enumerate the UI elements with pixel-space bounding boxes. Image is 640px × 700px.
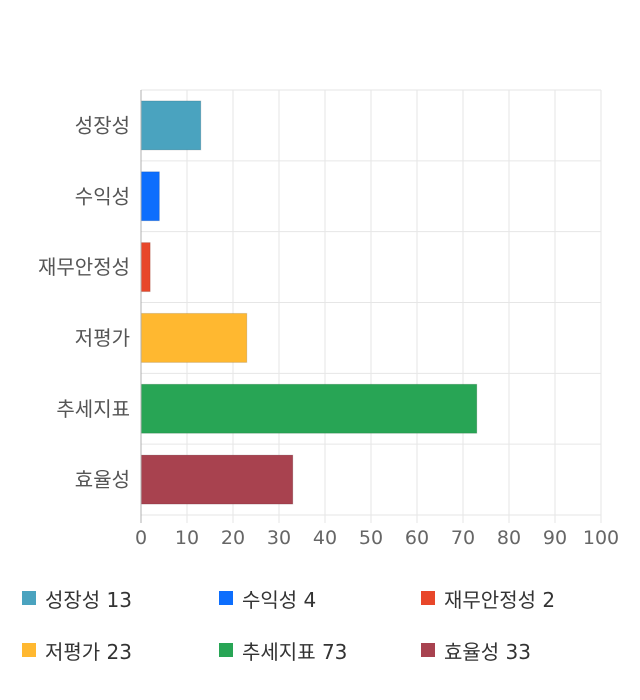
- x-tick-label: 80: [497, 527, 521, 549]
- x-tick-label: 0: [135, 527, 147, 549]
- legend-label: 재무안정성 2: [444, 587, 556, 612]
- legend-swatch: [219, 643, 233, 657]
- x-tick-label: 100: [583, 527, 619, 549]
- category-label: 수익성: [75, 184, 130, 208]
- bar: [140, 383, 478, 434]
- bar: [140, 454, 294, 505]
- legend-swatch: [219, 591, 233, 605]
- x-tick-label: 60: [405, 527, 429, 549]
- bar: [140, 312, 248, 363]
- legend-item: 추세지표 73: [219, 634, 347, 666]
- legend-swatch: [421, 591, 435, 605]
- x-tick-label: 40: [313, 527, 337, 549]
- x-tick-label: 10: [175, 527, 199, 549]
- bar: [140, 242, 151, 293]
- category-label: 성장성: [75, 113, 130, 137]
- x-tick-label: 70: [451, 527, 475, 549]
- category-label: 재무안정성: [38, 255, 130, 279]
- legend-label: 추세지표 73: [242, 639, 348, 664]
- category-label: 저평가: [75, 326, 130, 350]
- legend-label: 효율성 33: [444, 639, 532, 664]
- x-tick-label: 50: [359, 527, 383, 549]
- grid: [140, 89, 602, 523]
- legend: 성장성 13 수익성 4 재무안정성 2 저평가 23 추세지표 73 효율성 …: [22, 582, 622, 682]
- legend-swatch: [421, 643, 435, 657]
- legend-item: 저평가 23: [22, 634, 132, 666]
- legend-label: 저평가 23: [45, 639, 133, 664]
- category-label: 효율성: [75, 468, 130, 492]
- legend-item: 재무안정성 2: [421, 582, 555, 614]
- x-tick-label: 20: [221, 527, 245, 549]
- legend-item: 수익성 4: [219, 582, 316, 614]
- legend-label: 수익성 4: [242, 587, 317, 612]
- x-tick-label: 30: [267, 527, 291, 549]
- x-tick-label: 90: [543, 527, 567, 549]
- legend-label: 성장성 13: [45, 587, 133, 612]
- legend-swatch: [22, 643, 36, 657]
- legend-item: 성장성 13: [22, 582, 132, 614]
- bar: [140, 100, 202, 151]
- legend-item: 효율성 33: [421, 634, 531, 666]
- bar: [140, 171, 160, 222]
- category-label: 추세지표: [56, 397, 130, 421]
- legend-swatch: [22, 591, 36, 605]
